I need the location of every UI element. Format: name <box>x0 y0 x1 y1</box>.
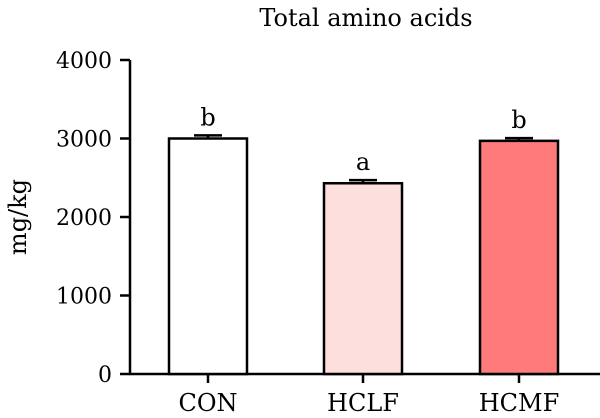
y-tick-label: 2000 <box>56 206 112 231</box>
x-tick-label: CON <box>178 389 237 417</box>
x-axis-tick-labels: CON HCLF HCMF <box>178 374 559 417</box>
significance-label: b <box>200 103 215 131</box>
chart-title: Total amino acids <box>259 4 472 32</box>
significance-label: a <box>356 148 370 176</box>
y-tick-label: 3000 <box>56 128 112 153</box>
y-tick-label: 4000 <box>56 49 112 74</box>
bar-hcmf <box>478 139 560 376</box>
y-tick-label: 1000 <box>56 285 112 310</box>
bars-group: b a b <box>167 103 560 376</box>
x-tick-label: HCLF <box>327 389 399 417</box>
y-axis-label: mg/kg <box>4 179 32 255</box>
x-tick-label: HCMF <box>479 389 560 417</box>
y-tick-label: 0 <box>98 363 112 388</box>
bar-hclf <box>322 181 404 376</box>
bar-con <box>167 137 249 376</box>
significance-label: b <box>511 106 526 134</box>
y-axis-ticks: 0 1000 2000 3000 4000 <box>56 49 130 388</box>
